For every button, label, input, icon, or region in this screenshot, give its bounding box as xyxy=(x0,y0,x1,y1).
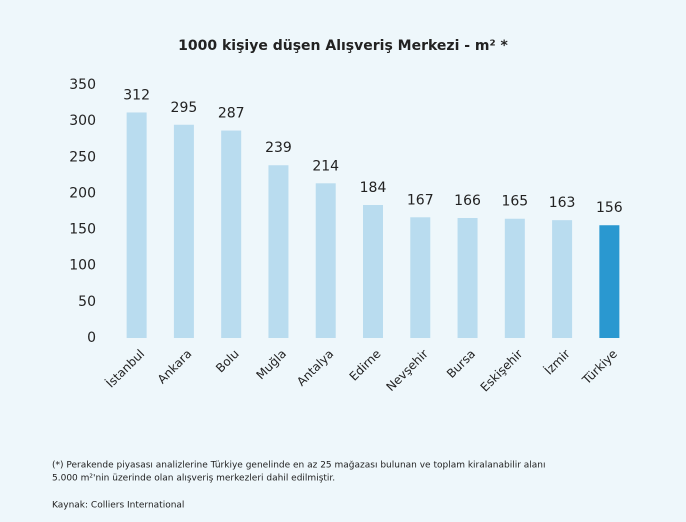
value-label: 214 xyxy=(312,158,339,174)
bar xyxy=(268,165,289,338)
value-label: 156 xyxy=(596,200,623,216)
value-label: 163 xyxy=(549,195,576,211)
value-label: 184 xyxy=(360,180,387,196)
bar xyxy=(504,218,525,338)
footnote: 5.000 m²'nin üzerinde olan alışveriş mer… xyxy=(52,474,335,484)
value-label: 287 xyxy=(218,106,245,122)
bar xyxy=(363,204,383,338)
footnote: (*) Perakende piyasası analizlerine Türk… xyxy=(52,461,546,471)
bar xyxy=(599,225,620,338)
chart-title: 1000 kişiye düşen Alışveriş Merkezi - m²… xyxy=(178,38,508,54)
y-tick-label: 300 xyxy=(69,113,96,129)
bar xyxy=(552,220,573,338)
value-label: 295 xyxy=(171,100,198,116)
value-label: 239 xyxy=(265,140,292,156)
y-tick-label: 350 xyxy=(69,77,96,93)
bar xyxy=(221,130,242,338)
source: Kaynak: Colliers International xyxy=(52,501,184,511)
bar xyxy=(173,124,194,338)
bar xyxy=(457,218,478,338)
y-tick-label: 200 xyxy=(69,185,96,201)
bar xyxy=(126,112,147,339)
bar xyxy=(410,217,431,338)
value-label: 165 xyxy=(501,194,528,210)
y-tick-label: 150 xyxy=(69,222,96,238)
value-label: 166 xyxy=(454,193,481,209)
value-label: 312 xyxy=(123,87,150,103)
bar xyxy=(315,183,336,338)
y-tick-label: 50 xyxy=(78,294,96,310)
value-label: 167 xyxy=(407,192,434,208)
y-tick-label: 0 xyxy=(87,330,96,346)
y-tick-label: 250 xyxy=(69,149,96,165)
y-tick-label: 100 xyxy=(69,258,96,274)
